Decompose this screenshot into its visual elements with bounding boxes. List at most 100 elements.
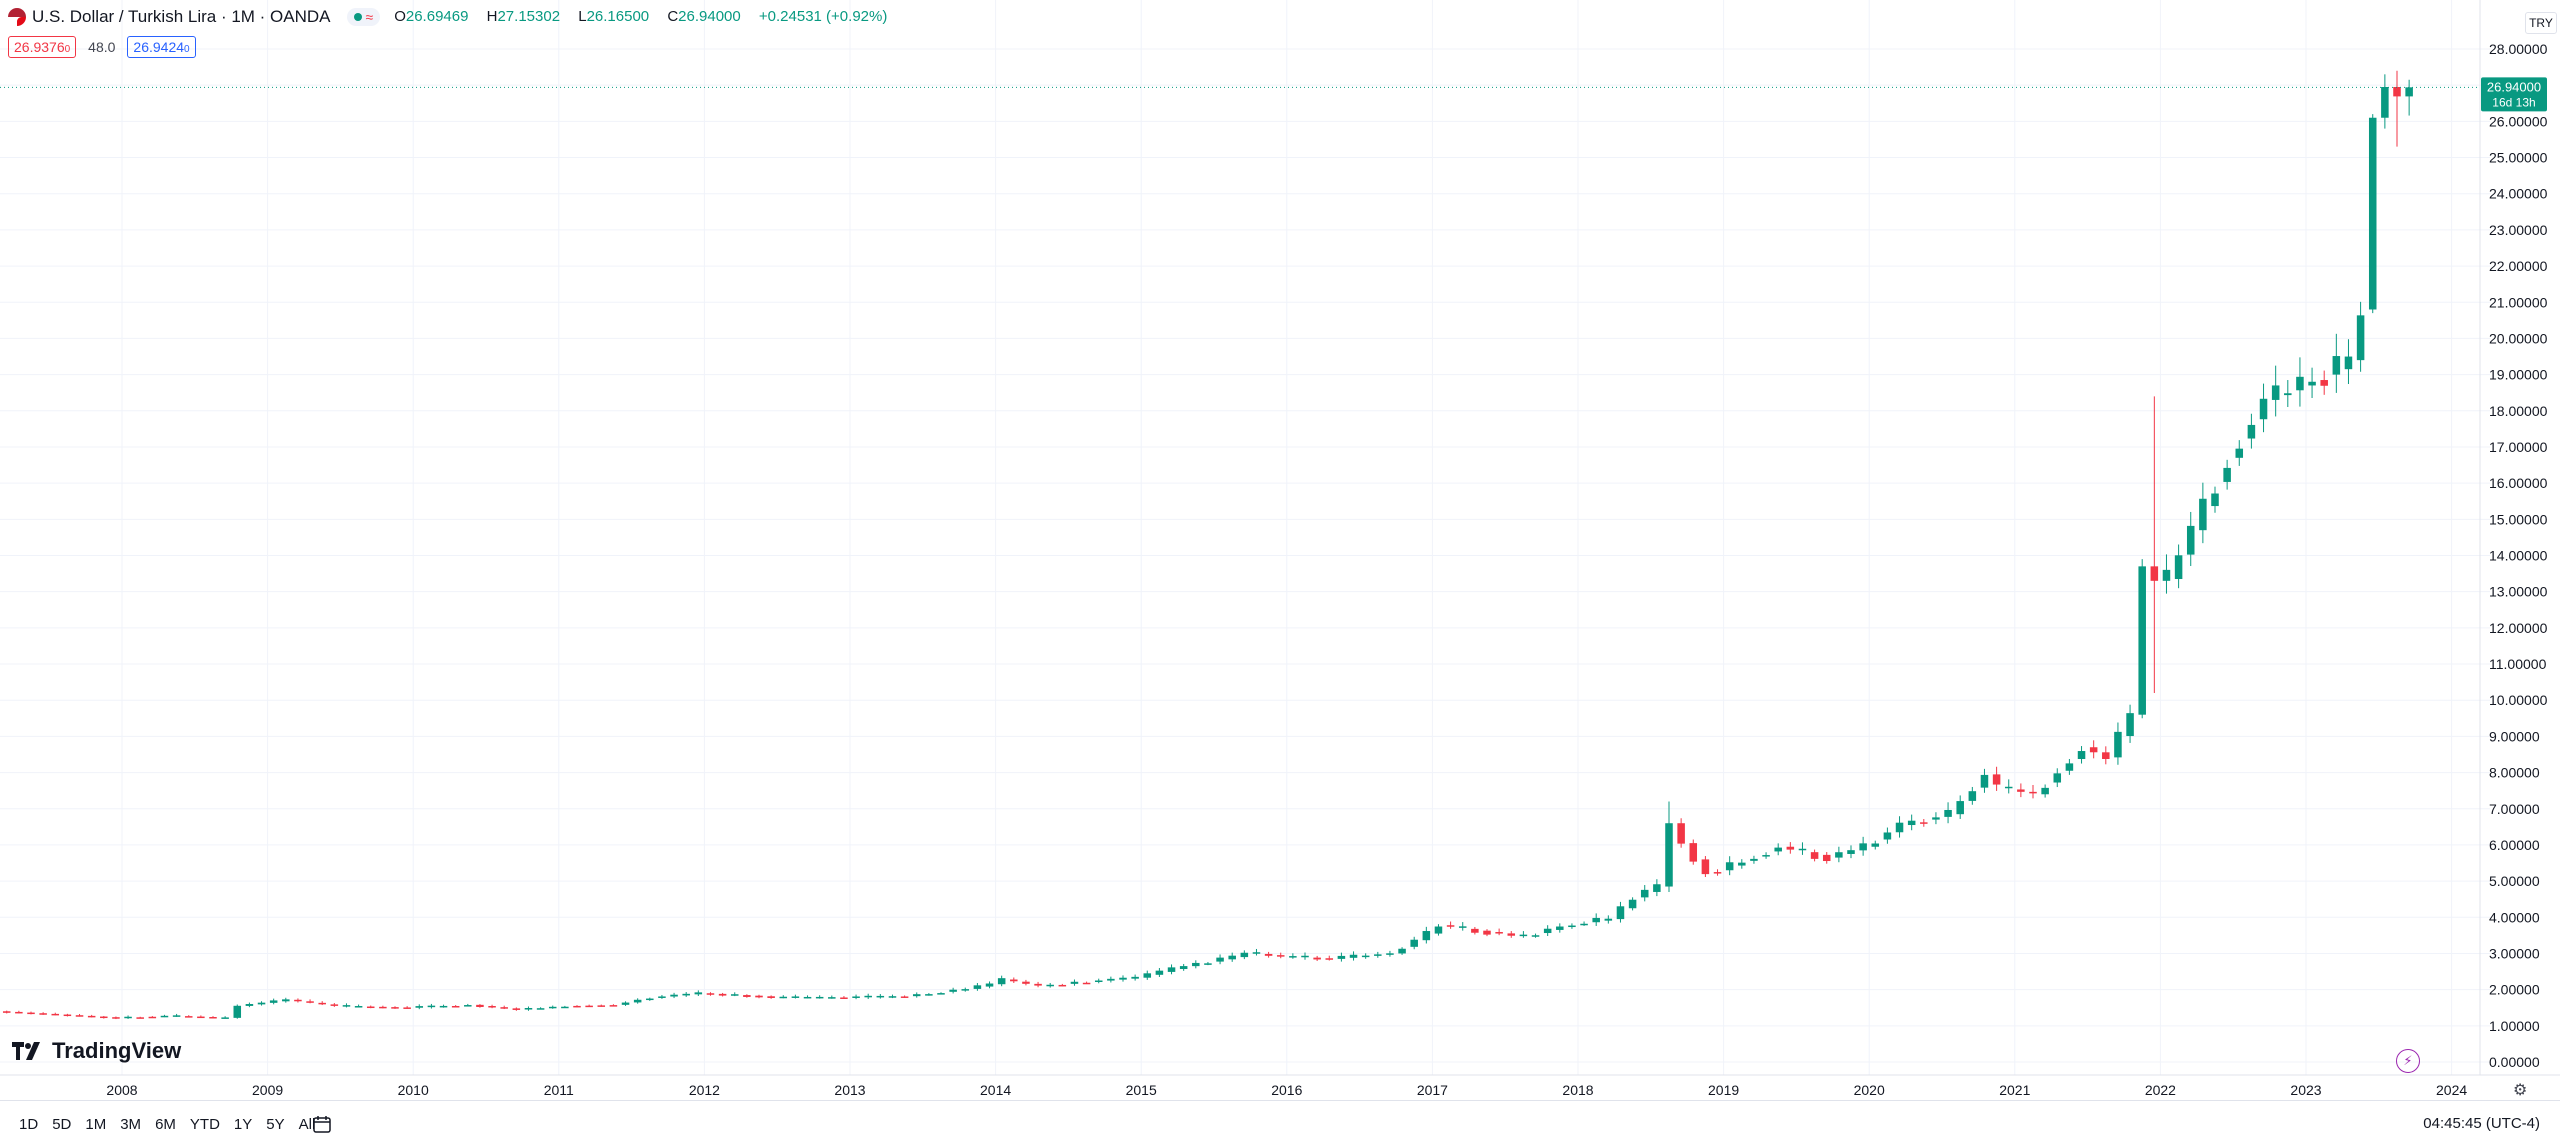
candle-body xyxy=(1434,926,1443,934)
candle-body xyxy=(1980,774,1989,788)
range-3m[interactable]: 3M xyxy=(120,1116,142,1133)
candle-body xyxy=(743,995,751,997)
candle-body xyxy=(1192,962,1200,967)
tradingview-logo: TradingView xyxy=(12,1038,181,1064)
candle-body xyxy=(1471,928,1479,933)
y-tick-label: 10.00000 xyxy=(2489,692,2548,708)
candle-body xyxy=(1313,957,1321,960)
candle-body xyxy=(621,1002,630,1005)
sell-button[interactable]: 26.93760 xyxy=(8,36,77,58)
flag-icon xyxy=(8,8,26,26)
settings-icon[interactable]: ⚙ xyxy=(2513,1082,2528,1099)
candle-body xyxy=(803,996,812,999)
candle-body xyxy=(2235,448,2244,458)
candle-body xyxy=(718,993,727,996)
candle-body xyxy=(1374,954,1382,956)
candle-body xyxy=(646,998,654,1001)
x-tick-label: 2024 xyxy=(2436,1082,2467,1098)
price-chart[interactable]: 0.00000 1.00000 2.00000 3.00000 4.00000 5.000… xyxy=(0,0,2560,1100)
y-tick-label: 6.00000 xyxy=(2489,837,2540,853)
candle-body xyxy=(1592,917,1600,923)
range-5d[interactable]: 5D xyxy=(52,1116,72,1133)
candle-body xyxy=(15,1011,23,1014)
buy-button[interactable]: 26.94240 xyxy=(127,36,196,58)
candle-body xyxy=(2356,315,2365,361)
candle-body xyxy=(27,1012,35,1015)
y-tick-label: 3.00000 xyxy=(2489,945,2540,961)
candle-body xyxy=(282,999,290,1002)
candle-body xyxy=(160,1015,169,1018)
candle-body xyxy=(961,989,970,991)
candle-body xyxy=(439,1005,448,1008)
candle-body xyxy=(1058,984,1067,987)
candle-body xyxy=(2162,569,2171,581)
candle-body xyxy=(1750,858,1758,861)
candle-body xyxy=(1568,925,1576,928)
candle-body xyxy=(512,1008,521,1010)
candle-body xyxy=(828,997,836,999)
change-value: +0.24531 (+0.92%) xyxy=(758,8,888,25)
candle-body xyxy=(1920,822,1928,824)
candle-body xyxy=(1653,884,1661,892)
candle-body xyxy=(573,1005,581,1008)
y-tick-label: 1.00000 xyxy=(2489,1018,2540,1034)
candle-body xyxy=(100,1016,108,1019)
bid-ask-row: 26.93760 48.0 26.94240 xyxy=(8,36,196,58)
y-tick-label: 4.00000 xyxy=(2489,909,2540,925)
candle-body xyxy=(1774,847,1782,852)
symbol-title[interactable]: U.S. Dollar / Turkish Lira · 1M · OANDA xyxy=(32,7,331,26)
candle-body xyxy=(1483,930,1491,935)
last-price-value: 26.94000 xyxy=(2487,79,2541,94)
x-tick-label: 2013 xyxy=(834,1082,865,1098)
candle-body xyxy=(1531,935,1540,937)
clock-readout[interactable]: 04:45:45 (UTC-4) xyxy=(2423,1115,2540,1132)
candle-body xyxy=(779,996,788,999)
y-tick-label: 5.00000 xyxy=(2489,873,2540,889)
candle-body xyxy=(1143,973,1152,978)
candle-body xyxy=(852,996,860,998)
candle-body xyxy=(306,1001,314,1003)
candle-body xyxy=(1701,859,1710,875)
market-status-pill[interactable]: ≈ xyxy=(346,8,381,26)
close-value: 26.94000 xyxy=(678,8,741,25)
candle-body xyxy=(912,994,921,997)
range-1y[interactable]: 1Y xyxy=(233,1116,253,1133)
candle-body xyxy=(888,996,897,998)
x-tick-label: 2012 xyxy=(689,1082,720,1098)
bolt-icon[interactable]: ⚡ xyxy=(2396,1049,2420,1073)
candle-body xyxy=(294,999,302,1002)
candle-body xyxy=(2344,356,2353,370)
range-5y[interactable]: 5Y xyxy=(266,1116,285,1133)
candle-body xyxy=(1094,980,1103,983)
candle-body xyxy=(1604,918,1613,921)
x-tick-label: 2023 xyxy=(2290,1082,2321,1098)
y-tick-label: 7.00000 xyxy=(2489,801,2540,817)
range-1d[interactable]: 1D xyxy=(19,1116,39,1133)
candle-body xyxy=(670,994,678,997)
candle-body xyxy=(876,995,885,998)
range-ytd[interactable]: YTD xyxy=(189,1116,220,1133)
candle-body xyxy=(1883,832,1892,840)
currency-button[interactable]: TRY xyxy=(2525,12,2557,34)
candle-body xyxy=(415,1006,424,1008)
candle-body xyxy=(864,995,872,998)
candle-body xyxy=(39,1013,47,1015)
y-tick-label: 22.00000 xyxy=(2489,258,2548,274)
range-1m[interactable]: 1M xyxy=(85,1116,107,1133)
candle-body xyxy=(2308,381,2316,386)
candle-body xyxy=(1798,848,1807,851)
y-tick-label: 11.00000 xyxy=(2489,656,2547,672)
calendar-icon[interactable] xyxy=(312,1114,332,1134)
candle-body xyxy=(1556,926,1564,930)
x-tick-label: 2009 xyxy=(252,1082,283,1098)
candle-body xyxy=(2041,787,2049,795)
candle-body xyxy=(1349,954,1358,958)
range-6m[interactable]: 6M xyxy=(155,1116,176,1133)
candle-body xyxy=(1616,906,1625,920)
candle-body xyxy=(1628,899,1637,909)
range-all[interactable]: All xyxy=(298,1116,316,1133)
candle-body xyxy=(1495,932,1503,934)
tradingview-logo-icon xyxy=(12,1042,40,1060)
symbol-legend: U.S. Dollar / Turkish Lira · 1M · OANDA … xyxy=(8,6,894,28)
